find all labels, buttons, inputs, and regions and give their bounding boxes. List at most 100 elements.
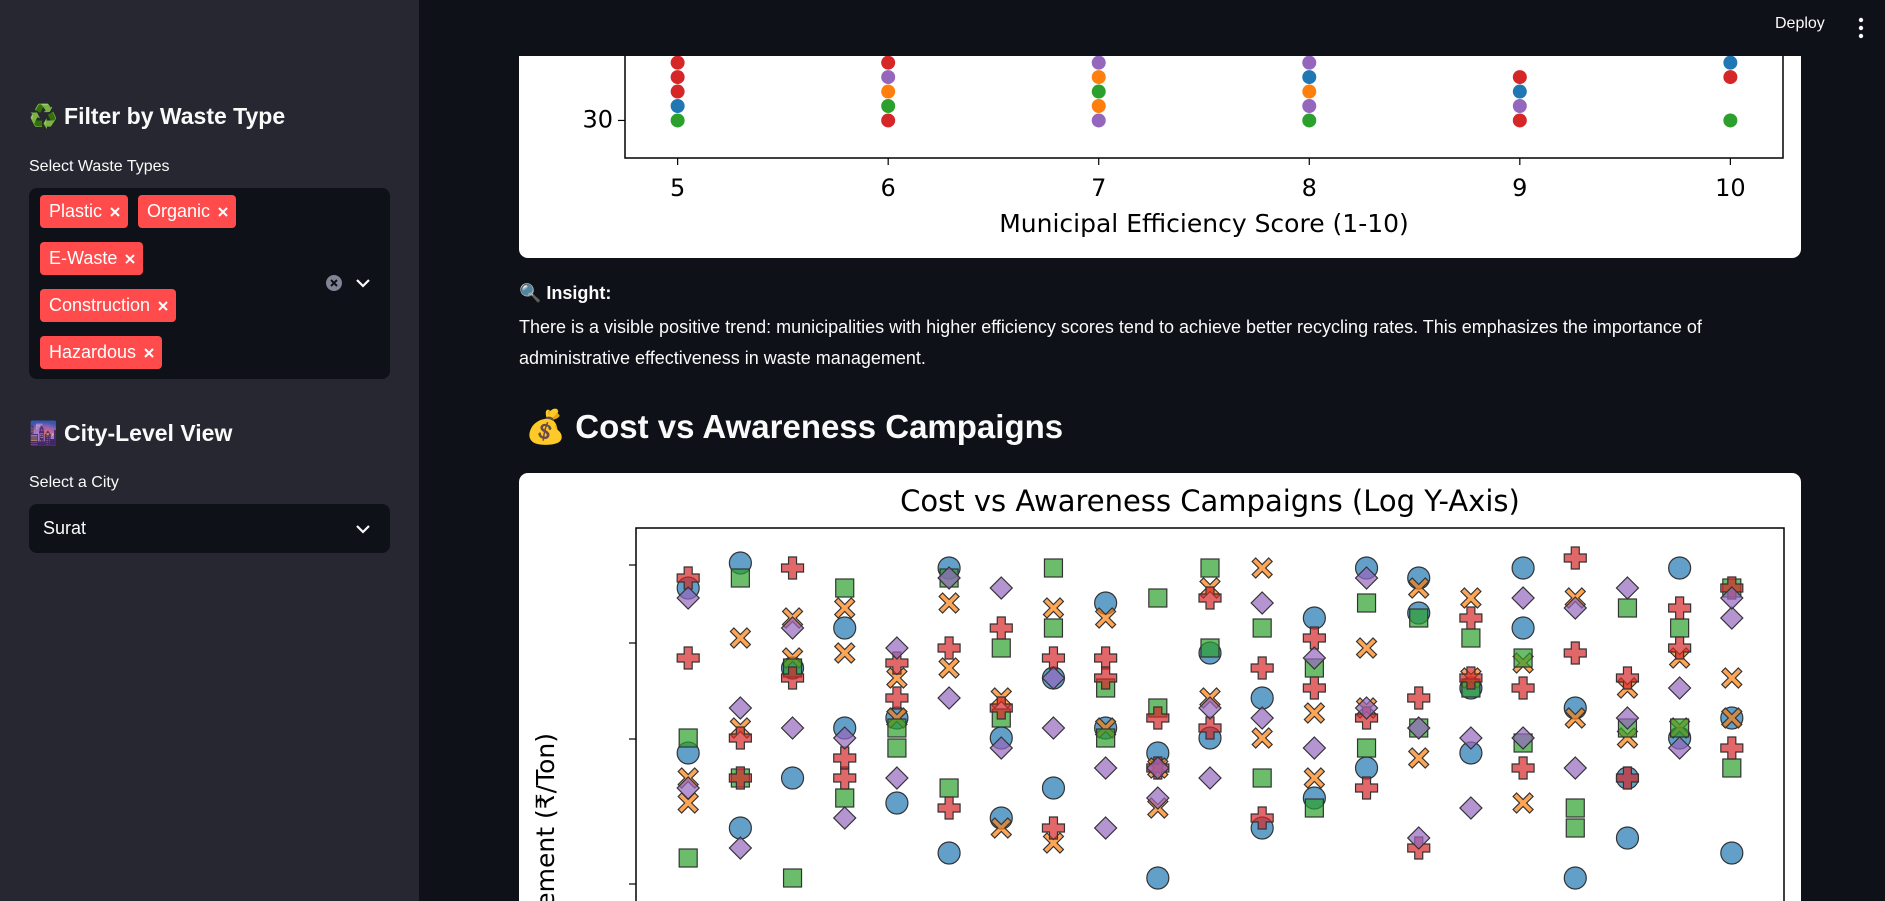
point <box>1615 666 1640 690</box>
point <box>1251 727 1274 749</box>
waste-tag: Construction <box>40 289 177 322</box>
tag-remove[interactable] <box>110 206 120 217</box>
point <box>1252 768 1272 788</box>
point <box>833 616 857 640</box>
point <box>1250 806 1274 830</box>
point <box>887 718 907 738</box>
waste-tag: Organic <box>138 195 237 228</box>
point <box>1146 706 1170 730</box>
point <box>1091 113 1106 128</box>
tag-remove[interactable] <box>218 206 228 217</box>
chevron[interactable] <box>355 522 371 536</box>
point <box>1617 598 1638 618</box>
point <box>1723 55 1738 70</box>
point <box>1250 591 1275 615</box>
point <box>1041 776 1066 800</box>
point <box>1094 607 1117 629</box>
tag-label: E-Waste <box>49 248 118 268</box>
point <box>937 841 961 865</box>
point <box>1302 626 1326 650</box>
point <box>1615 826 1640 850</box>
point <box>1512 84 1527 99</box>
point <box>1041 666 1066 690</box>
point <box>885 791 909 815</box>
point <box>1459 606 1483 630</box>
point <box>832 806 857 830</box>
point <box>833 642 856 664</box>
tag-remove-glyph <box>218 206 228 217</box>
point <box>728 726 752 750</box>
chevron[interactable] <box>355 276 371 290</box>
point <box>1355 637 1378 659</box>
point <box>1615 706 1640 730</box>
point <box>881 55 896 70</box>
point <box>1407 747 1430 769</box>
clear-icon[interactable] <box>325 274 343 292</box>
point <box>989 616 1013 640</box>
tag-remove[interactable] <box>125 253 136 264</box>
point <box>1409 608 1429 628</box>
point <box>1512 792 1534 814</box>
point <box>1198 696 1222 720</box>
tag-remove-glyph <box>125 253 136 264</box>
point <box>670 99 685 113</box>
point <box>1719 586 1744 610</box>
point <box>1459 726 1483 750</box>
tag-remove[interactable] <box>144 347 154 358</box>
waste-tag: E-Waste <box>40 242 144 275</box>
tag-remove[interactable] <box>158 300 168 311</box>
point <box>835 578 855 598</box>
point <box>1302 70 1317 85</box>
point <box>780 616 805 640</box>
point <box>670 84 685 99</box>
deploy-button[interactable]: Deploy <box>1775 15 1825 32</box>
filter-title: ♻️ Filter by Waste Type <box>29 103 286 129</box>
point <box>1252 618 1272 638</box>
waste-multiselect[interactable]: Plastic Organic E-Waste Construction Hazardo… <box>29 188 390 379</box>
chart-card <box>519 473 1801 901</box>
waste-label: Select Waste Types <box>29 158 170 175</box>
point <box>1356 738 1377 758</box>
point <box>1302 736 1327 760</box>
x-tick-label: 7 <box>1091 174 1106 202</box>
point <box>1354 696 1379 720</box>
point <box>728 836 753 860</box>
point <box>1302 606 1326 630</box>
point <box>1511 556 1535 580</box>
x-tick-label: 8 <box>1302 174 1317 202</box>
point <box>1670 618 1690 638</box>
point <box>1091 70 1106 85</box>
point <box>1303 767 1326 789</box>
point <box>1354 566 1379 590</box>
point <box>1302 676 1326 700</box>
point <box>1615 766 1640 790</box>
city-select[interactable]: Surat <box>29 504 390 553</box>
point <box>678 728 698 748</box>
tag-list: Plastic Organic E-Waste Construction Hazardo… <box>40 195 275 369</box>
point <box>881 99 896 113</box>
point <box>1512 70 1527 85</box>
point <box>1251 557 1274 579</box>
point <box>670 113 685 128</box>
point <box>885 766 909 790</box>
chart-title: Cost vs Awareness Campaigns (Log Y-Axis) <box>900 484 1520 518</box>
point <box>990 817 1013 839</box>
point <box>780 766 805 790</box>
point <box>1302 84 1317 99</box>
point <box>1200 558 1220 578</box>
menu-icon[interactable] <box>1856 17 1866 39</box>
tag-label: Organic <box>147 201 211 221</box>
point <box>1563 756 1588 780</box>
point <box>1667 736 1692 760</box>
point <box>1459 796 1483 820</box>
point <box>676 586 701 610</box>
point <box>1303 702 1326 724</box>
x-tick-label: 9 <box>1512 174 1527 202</box>
point <box>1041 816 1066 840</box>
point <box>1250 686 1274 710</box>
point <box>1615 576 1640 600</box>
point <box>1565 818 1585 838</box>
point <box>729 627 752 649</box>
point <box>1094 666 1118 690</box>
